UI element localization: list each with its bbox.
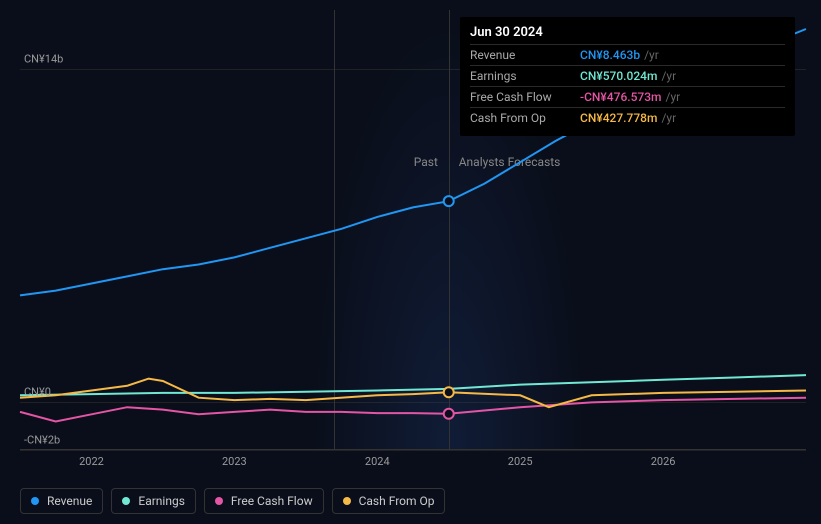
legend-dot-icon: [343, 497, 351, 505]
tooltip-metric-value: CN¥427.778m: [580, 111, 657, 125]
tooltip-metric-value: CN¥8.463b: [580, 48, 640, 62]
tooltip-metric-value: -CN¥476.573m: [580, 90, 662, 104]
gridline: [20, 450, 806, 451]
series-marker: [444, 196, 454, 206]
legend-dot-icon: [122, 497, 130, 505]
x-axis-label: 2022: [79, 455, 104, 468]
legend-label: Earnings: [138, 494, 185, 508]
x-axis-label: 2024: [365, 455, 390, 468]
series-line-free-cash-flow: [20, 398, 806, 422]
series-marker: [444, 387, 454, 397]
legend-item-free-cash-flow[interactable]: Free Cash Flow: [204, 488, 324, 514]
legend-label: Revenue: [47, 494, 92, 508]
legend-label: Free Cash Flow: [231, 494, 313, 508]
tooltip-metric-label: Earnings: [470, 69, 580, 83]
tooltip-metric-label: Free Cash Flow: [470, 90, 580, 104]
series-marker: [444, 409, 454, 419]
tooltip-metric-value: CN¥570.024m: [580, 69, 657, 83]
tooltip-unit: /yr: [661, 111, 676, 125]
financials-chart: CN¥14bCN¥0-CN¥2b20222023202420252026Past…: [0, 0, 821, 524]
x-axis-label: 2025: [508, 455, 533, 468]
legend: Revenue Earnings Free Cash Flow Cash From O…: [20, 488, 445, 514]
x-axis-label: 2026: [651, 455, 676, 468]
tooltip-unit: /yr: [644, 48, 659, 62]
tooltip-row: EarningsCN¥570.024m/yr: [470, 65, 785, 86]
tooltip-row: Free Cash Flow-CN¥476.573m/yr: [470, 86, 785, 107]
tooltip-row: RevenueCN¥8.463b/yr: [470, 44, 785, 65]
legend-dot-icon: [31, 497, 39, 505]
y-axis-label: CN¥0: [24, 386, 51, 399]
tooltip-unit: /yr: [661, 69, 676, 83]
tooltip-metric-label: Cash From Op: [470, 111, 580, 125]
x-axis-label: 2023: [222, 455, 247, 468]
chart-tooltip: Jun 30 2024 RevenueCN¥8.463b/yrEarningsC…: [460, 17, 795, 136]
legend-item-cash-from-op[interactable]: Cash From Op: [332, 488, 446, 514]
tooltip-date: Jun 30 2024: [470, 25, 785, 44]
tooltip-metric-label: Revenue: [470, 48, 580, 62]
y-axis-label: CN¥14b: [24, 53, 63, 66]
tooltip-unit: /yr: [666, 90, 681, 104]
legend-item-revenue[interactable]: Revenue: [20, 488, 103, 514]
legend-dot-icon: [215, 497, 223, 505]
y-axis-label: -CN¥2b: [24, 434, 60, 447]
legend-item-earnings[interactable]: Earnings: [111, 488, 196, 514]
legend-label: Cash From Op: [359, 494, 435, 508]
tooltip-row: Cash From OpCN¥427.778m/yr: [470, 107, 785, 128]
